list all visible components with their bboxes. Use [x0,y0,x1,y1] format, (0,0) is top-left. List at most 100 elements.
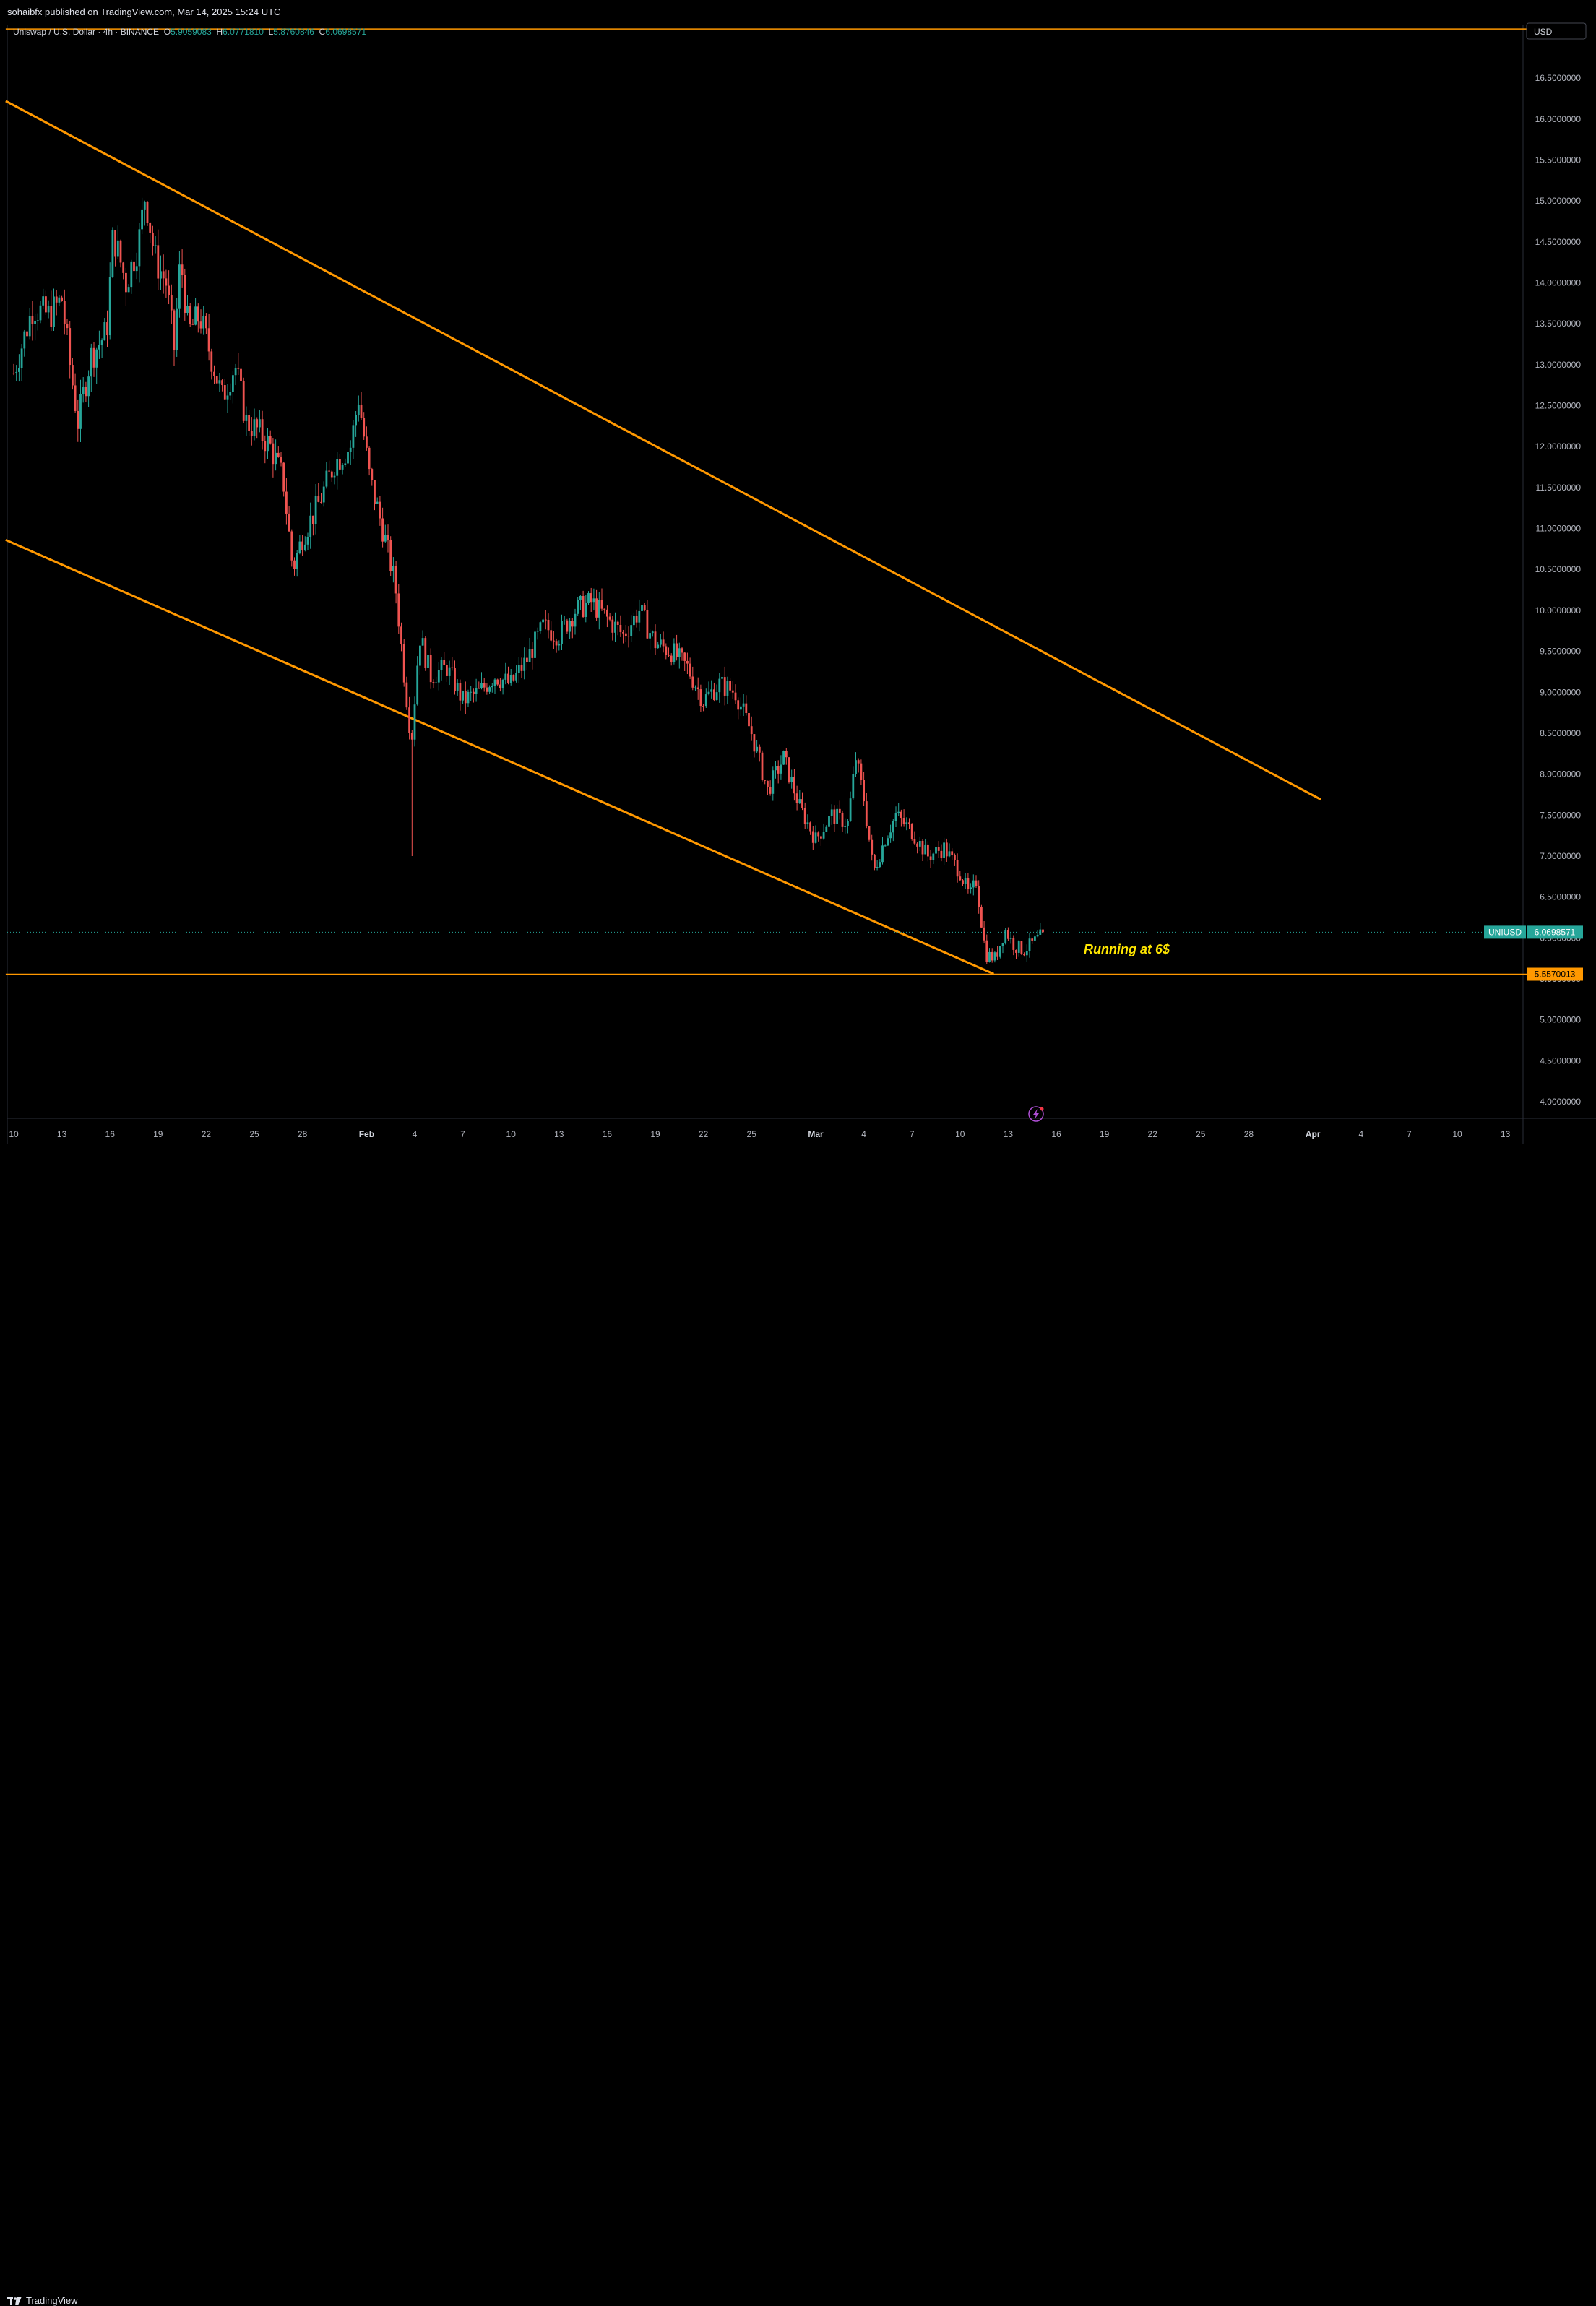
candle-body [910,824,913,839]
candle-body [178,264,181,309]
x-tick-label: 22 [699,1129,709,1139]
candle-body [662,639,665,647]
candle-body [795,793,798,803]
candle-body [100,340,103,345]
candle-body [954,855,956,860]
upper-channel-line[interactable] [5,100,1322,801]
candle-body [569,621,571,632]
y-tick-label: 6.5000000 [1540,892,1581,902]
candle-body [253,419,256,436]
candle-body [264,441,267,452]
candle-body [908,822,910,824]
price-tag-value: 6.0698571 [1535,927,1576,937]
candle-body [421,638,424,646]
candle-body [184,275,186,313]
candle-body [803,808,806,825]
candle-body [95,349,98,368]
candle-body [879,862,881,868]
candle-body [857,760,860,764]
candle-body [710,689,713,692]
candle-body [715,692,718,700]
candle-body [983,927,985,941]
candle-body [199,321,202,329]
candle-body [841,812,844,827]
candle-body [125,272,127,293]
candle-body [320,501,322,503]
x-tick-label: 16 [105,1129,116,1139]
candle-body [493,679,496,686]
candle-body [978,886,980,907]
candle-body [333,475,336,478]
x-tick-label: 4 [861,1129,866,1139]
x-tick-label: 7 [460,1129,465,1139]
x-tick-label: 7 [910,1129,915,1139]
x-tick-label: 10 [9,1129,19,1139]
y-tick-label: 15.0000000 [1535,196,1582,206]
legend-spacer [212,27,217,37]
candle-body [811,831,814,843]
candle-body [416,665,419,705]
candle-body [106,322,108,336]
candle-body [967,878,970,889]
candle-body [649,633,651,639]
candle-body [119,240,122,263]
candle-body [534,631,536,658]
x-tick-label: 25 [249,1129,259,1139]
candle-body [833,809,836,824]
legend-spacer [314,27,319,37]
legend-h: 6.0771810 [223,27,264,37]
candle-body [34,321,36,324]
candle-body [267,436,269,452]
candle-body [486,687,488,692]
candle-body [606,609,608,617]
lightning-icon[interactable] [1028,1106,1044,1122]
legend-o-label: O [164,27,171,37]
candle-body [379,501,381,519]
candle-body [467,691,470,704]
candle-body [673,643,676,662]
candle-body [459,683,462,701]
candle-body [745,703,748,713]
y-tick-label: 9.0000000 [1540,687,1581,697]
candle-body [205,316,207,329]
candle-body [940,850,943,858]
candle-body [408,707,410,733]
candle-body [448,667,451,676]
candle-body [90,347,92,377]
brand[interactable]: TradingView [7,2295,78,2306]
candle-body [250,431,253,436]
candle-body [355,415,357,426]
candle-body [817,832,820,837]
candle-body [622,631,624,634]
candle-body [874,854,876,868]
candle-body [897,811,900,813]
chart-svg[interactable]: 16.5000000 16.0000000 15.5000000 15.0000000… [0,0,1596,1170]
candle-body [122,262,125,273]
x-tick-label: 28 [298,1129,308,1139]
candle-body [959,876,962,881]
candle-body [424,638,427,668]
candle-body [526,657,528,662]
candle-body [630,625,633,636]
candle-body [92,347,95,368]
currency-button[interactable] [1526,22,1587,40]
y-tick-label: 13.5000000 [1535,319,1582,329]
candle-body [39,305,42,321]
candle-body [272,443,275,465]
y-tick-label: 8.0000000 [1540,769,1581,780]
candle-body [731,690,734,693]
candle-body [937,847,940,851]
legend-symbol: Uniswap / U.S. Dollar · 4h · BINANCE [13,27,159,37]
candle-body [542,619,544,623]
candle-body [860,763,863,780]
candle-body [111,230,114,277]
candle-body [769,787,772,794]
candle-body [357,405,360,415]
candle-body [232,375,234,392]
candle-body [921,840,924,855]
candle-body [242,381,245,421]
lower-channel-line[interactable] [5,539,995,975]
candle-body [740,706,742,710]
candle-body [298,541,301,553]
candle-body [325,470,328,487]
